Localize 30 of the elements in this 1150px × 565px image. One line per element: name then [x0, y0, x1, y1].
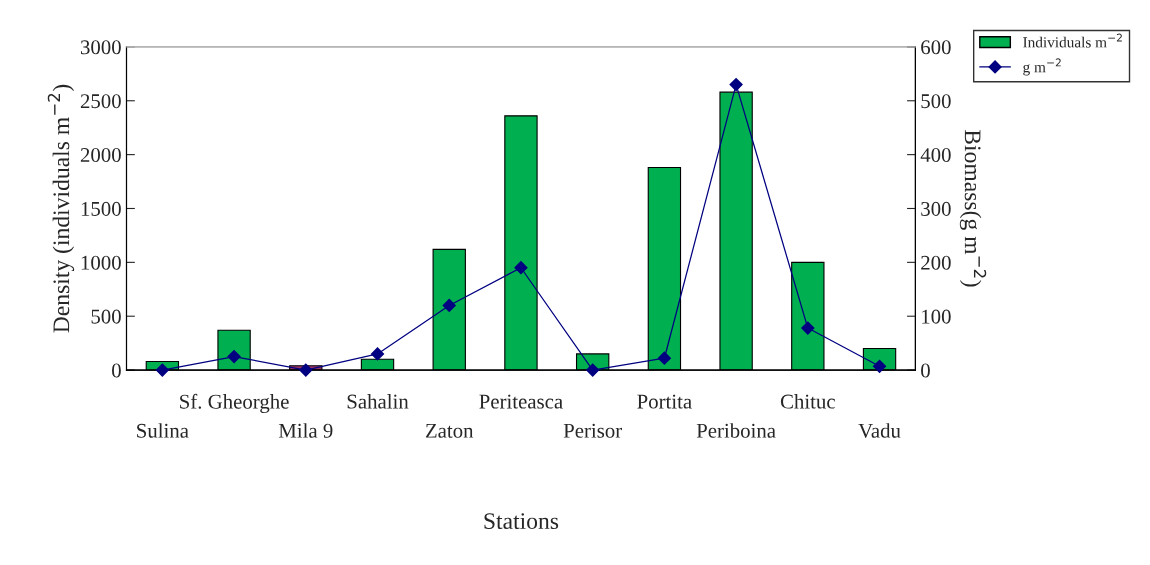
- x-tick-label: Sulina: [137, 423, 189, 438]
- y-tick-label: 1000: [81, 255, 121, 270]
- x-tick-label: Sahalin: [347, 393, 409, 409]
- x-axis-title: Stations: [484, 513, 559, 530]
- legend-label: g m$^{−2}$: [1023, 58, 1061, 76]
- y-axis-title: Density (individuals m$^{−2}$): [47, 84, 75, 333]
- x-tick-label: Periteasca: [479, 394, 563, 409]
- y-tick-label: 500: [91, 309, 121, 324]
- y2-tick-label: 100: [922, 309, 951, 324]
- x-tick-label: Mila 9: [278, 423, 333, 438]
- y-tick-label: 2500: [80, 94, 121, 109]
- y2-tick-label: 400: [920, 148, 951, 163]
- x-tick-label: Sf. Gheorghe: [180, 393, 289, 413]
- x-tick-label: Vadu: [858, 423, 901, 438]
- y2-tick-label: 0: [921, 363, 930, 378]
- y2-tick-label: 500: [921, 94, 951, 109]
- x-tick-label: Perisor: [563, 423, 622, 438]
- legend-label: Individuals m$^{−2}$: [1023, 33, 1122, 48]
- y-tick-label: 0: [112, 363, 121, 378]
- x-tick-label: Periboina: [696, 423, 776, 438]
- y2-axis-title: Biomass(g m$^{−2}$): [959, 129, 987, 287]
- x-tick-label: Chituc: [780, 393, 835, 409]
- y-tick-label: 3000: [80, 40, 121, 55]
- y2-tick-label: 300: [921, 201, 951, 216]
- y-tick-label: 1500: [81, 201, 121, 216]
- x-tick-label: Zaton: [425, 423, 474, 438]
- y2-tick-label: 200: [921, 255, 951, 270]
- y-tick-label: 2000: [80, 148, 121, 163]
- x-tick-label: Portita: [637, 394, 692, 409]
- y2-tick-label: 600: [921, 40, 951, 55]
